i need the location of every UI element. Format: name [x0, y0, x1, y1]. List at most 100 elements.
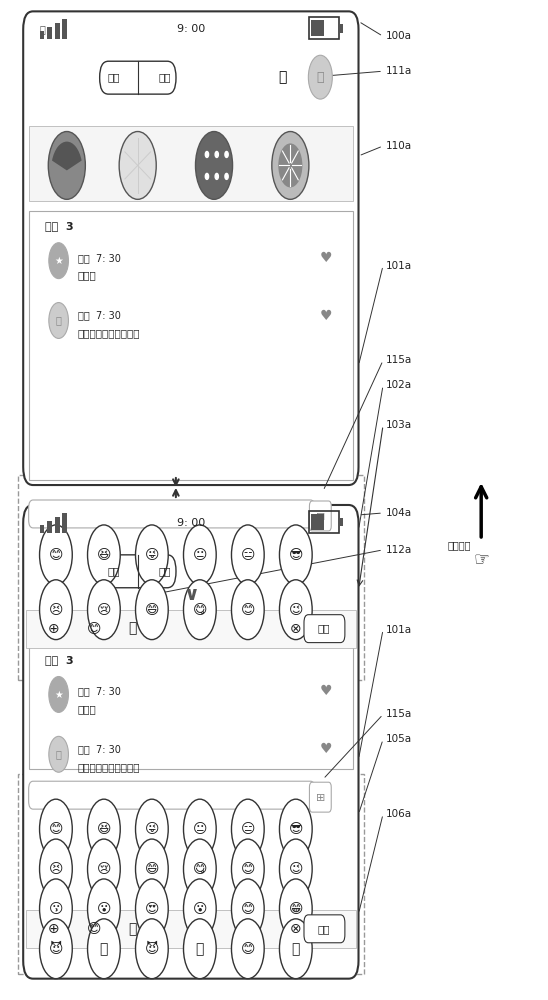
- Text: 😈: 😈: [49, 942, 63, 956]
- Text: 110a: 110a: [386, 141, 412, 151]
- Circle shape: [279, 839, 312, 899]
- Text: ♥: ♥: [319, 684, 332, 698]
- FancyBboxPatch shape: [28, 500, 315, 528]
- Text: 天天  7: 30: 天天 7: 30: [78, 744, 121, 754]
- Text: ⊞: ⊞: [316, 512, 325, 522]
- Text: 乐乐  7: 30: 乐乐 7: 30: [78, 253, 121, 263]
- Text: 众推: 众推: [159, 566, 172, 576]
- Circle shape: [225, 151, 228, 157]
- Text: 102a: 102a: [386, 380, 412, 390]
- Text: ★: ★: [54, 689, 63, 699]
- Text: 😊: 😊: [49, 822, 63, 836]
- Circle shape: [215, 173, 219, 179]
- Text: 🌷: 🌷: [128, 622, 136, 636]
- Circle shape: [231, 879, 264, 939]
- Circle shape: [49, 243, 68, 279]
- Bar: [62, 513, 67, 533]
- Text: ♥: ♥: [319, 309, 332, 323]
- Circle shape: [88, 879, 120, 939]
- FancyBboxPatch shape: [310, 782, 331, 812]
- Text: 天天  7: 30: 天天 7: 30: [78, 311, 121, 321]
- Text: 啊哈，我的小火箭没了: 啊哈，我的小火箭没了: [78, 762, 140, 772]
- Text: 😉: 😉: [289, 603, 303, 617]
- FancyBboxPatch shape: [28, 781, 315, 809]
- Circle shape: [184, 525, 216, 585]
- FancyBboxPatch shape: [304, 915, 345, 943]
- Text: ★: ★: [54, 256, 63, 266]
- Text: 关注: 关注: [107, 72, 119, 82]
- Circle shape: [206, 151, 209, 157]
- Bar: [55, 23, 60, 39]
- Circle shape: [135, 799, 168, 859]
- Circle shape: [231, 839, 264, 899]
- Text: 😊: 😊: [49, 548, 63, 562]
- Circle shape: [184, 879, 216, 939]
- Circle shape: [272, 132, 309, 199]
- Circle shape: [39, 879, 72, 939]
- Wedge shape: [52, 142, 82, 170]
- Text: 向上滑动: 向上滑动: [448, 540, 471, 550]
- Circle shape: [279, 525, 312, 585]
- Text: 👤: 👤: [56, 749, 61, 759]
- Circle shape: [196, 132, 232, 199]
- Text: 115a: 115a: [386, 355, 412, 365]
- Text: 9: 00: 9: 00: [176, 24, 205, 34]
- Circle shape: [88, 919, 120, 979]
- Bar: [39, 31, 44, 39]
- Circle shape: [39, 839, 72, 899]
- Text: 👤: 👤: [56, 316, 61, 326]
- Circle shape: [135, 580, 168, 640]
- Circle shape: [39, 919, 72, 979]
- Circle shape: [184, 580, 216, 640]
- Bar: [47, 27, 52, 39]
- Circle shape: [49, 677, 68, 712]
- Text: 发送: 发送: [318, 924, 330, 934]
- Text: 😣: 😣: [49, 603, 63, 617]
- Text: 😮: 😮: [96, 902, 111, 916]
- FancyBboxPatch shape: [26, 910, 356, 948]
- Circle shape: [184, 919, 216, 979]
- Text: 📶: 📶: [39, 24, 45, 34]
- Text: ⊞: ⊞: [316, 793, 325, 803]
- Text: 😊: 😊: [87, 922, 101, 936]
- Circle shape: [231, 580, 264, 640]
- Text: 😊: 😊: [241, 942, 255, 956]
- FancyBboxPatch shape: [304, 615, 345, 643]
- Bar: [62, 19, 67, 39]
- Bar: [311, 514, 324, 530]
- Circle shape: [135, 919, 168, 979]
- Text: 关注: 关注: [107, 566, 119, 576]
- Circle shape: [184, 839, 216, 899]
- Text: 111a: 111a: [386, 66, 412, 76]
- Circle shape: [49, 736, 68, 772]
- Bar: [55, 517, 60, 533]
- Text: 发送: 发送: [318, 624, 330, 634]
- Circle shape: [135, 839, 168, 899]
- Text: 😢: 😢: [96, 862, 111, 876]
- Circle shape: [309, 55, 332, 99]
- Circle shape: [206, 173, 209, 179]
- Circle shape: [278, 143, 302, 187]
- Circle shape: [279, 799, 312, 859]
- Text: 😢: 😢: [96, 603, 111, 617]
- Circle shape: [48, 132, 85, 199]
- Text: 😐: 😐: [192, 548, 207, 562]
- Text: ☞: ☞: [473, 551, 489, 569]
- Circle shape: [39, 799, 72, 859]
- Text: 评论  3: 评论 3: [45, 221, 73, 231]
- Circle shape: [279, 580, 312, 640]
- Text: 😐: 😐: [192, 822, 207, 836]
- Text: 👿: 👿: [196, 942, 204, 956]
- Text: 😄: 😄: [145, 862, 159, 876]
- Bar: [339, 24, 342, 33]
- Text: 么么哒: 么么哒: [78, 704, 96, 714]
- Text: 😣: 😣: [49, 862, 63, 876]
- Circle shape: [279, 919, 312, 979]
- Circle shape: [135, 879, 168, 939]
- Text: 😜: 😜: [145, 822, 159, 836]
- Circle shape: [184, 799, 216, 859]
- Circle shape: [215, 151, 219, 157]
- Text: 😊: 😊: [241, 902, 255, 916]
- Circle shape: [231, 799, 264, 859]
- Text: 😑: 😑: [241, 822, 255, 836]
